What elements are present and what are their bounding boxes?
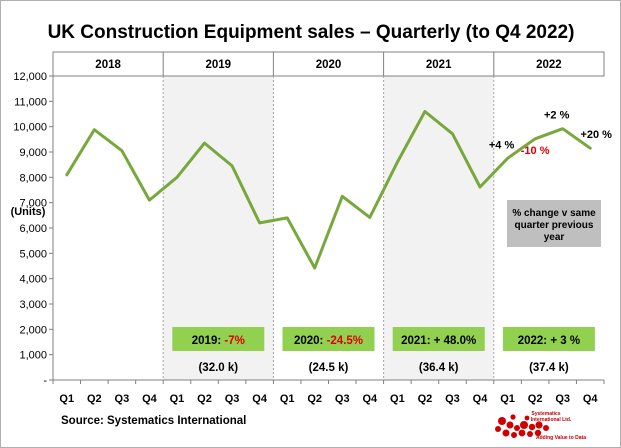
x-tick-label: Q4: [142, 393, 158, 405]
logo-dot: [514, 425, 520, 431]
logo-text: Systematics: [531, 411, 560, 417]
x-tick-label: Q4: [252, 393, 268, 405]
note-text: year: [544, 232, 565, 243]
logo-dot: [534, 429, 542, 437]
annual-total: (32.0 k): [198, 362, 238, 374]
x-tick-label: Q2: [197, 393, 212, 405]
note-box: [507, 200, 601, 247]
y-tick-label: 10,000: [13, 122, 47, 134]
annual-change-label: 2022:: [518, 335, 551, 347]
change-annotation: -10 %: [521, 145, 550, 157]
logo-text: Adding Value to Data: [536, 435, 586, 441]
chart-title: UK Construction Equipment sales – Quarte…: [48, 22, 575, 43]
x-tick-label: Q4: [362, 393, 378, 405]
y-tick-label: 7,000: [19, 198, 47, 210]
annual-change-label: 2019:: [192, 335, 225, 347]
logo-dot: [520, 421, 528, 429]
source-note: Source: Systematics International: [61, 415, 246, 427]
logo-dot: [535, 421, 543, 429]
y-tick-label: 11,000: [14, 96, 47, 108]
logo-text: International Ltd.: [531, 417, 572, 423]
x-tick-label: Q3: [225, 393, 240, 405]
annual-total: (36.4 k): [419, 362, 459, 374]
y-tick-label: 2,000: [19, 324, 47, 336]
annual-total: (24.5 k): [309, 362, 349, 374]
year-label-2021: 2021: [426, 59, 452, 71]
note-text: % change v same: [512, 208, 596, 219]
x-tick-label: Q2: [418, 393, 433, 405]
logo-dot: [528, 423, 536, 431]
annual-change-box: [282, 327, 375, 351]
y-tick-label: 5,000: [19, 248, 47, 260]
annual-change-label: 2020:: [294, 335, 327, 347]
year-header: [52, 51, 605, 77]
y-tick-label: 9,000: [19, 147, 47, 159]
x-tick-label: Q2: [87, 393, 102, 405]
change-annotation: +20 %: [580, 129, 612, 141]
annual-total: (37.4 k): [529, 362, 569, 374]
y-tick-label: 8,000: [19, 172, 47, 184]
y-tick-label: 6,000: [19, 223, 47, 235]
change-annotation: +2 %: [544, 110, 570, 122]
x-tick-label: Q1: [500, 393, 515, 405]
annual-change-label: 2021:: [401, 335, 434, 347]
year-label-2020: 2020: [316, 59, 342, 71]
annual-change-value: -7%: [224, 335, 244, 347]
x-tick-label: Q4: [473, 393, 489, 405]
logo-dot: [524, 415, 530, 421]
year-label-2018: 2018: [95, 59, 121, 71]
change-annotation: +4 %: [489, 139, 515, 151]
note-text: quarter previous: [515, 220, 594, 231]
logo-dot: [511, 432, 517, 438]
x-tick-label: Q4: [583, 393, 599, 405]
annual-change-box: [172, 327, 265, 351]
x-tick-label: Q1: [170, 393, 185, 405]
series-line: [65, 110, 592, 270]
y-tick-label: 12,000: [13, 71, 47, 83]
annual-change-box: [502, 327, 595, 351]
annual-change-value: -24.5%: [327, 335, 363, 347]
x-tick-label: Q3: [115, 393, 130, 405]
year-label-2022: 2022: [536, 59, 562, 71]
annual-change-text: 2022: + 3 %: [518, 335, 580, 347]
x-tick-label: Q2: [528, 393, 543, 405]
x-tick-label: Q1: [390, 393, 405, 405]
x-tick-label: Q1: [280, 393, 295, 405]
logo-dot: [527, 431, 533, 437]
annual-change-value: + 3 %: [550, 335, 580, 347]
logo-dot: [543, 425, 549, 431]
logo-dot: [510, 414, 516, 420]
year-label-2019: 2019: [206, 59, 232, 71]
x-tick-label: Q3: [445, 393, 460, 405]
annual-change-text: 2021: + 48.0%: [401, 335, 476, 347]
annual-change-text: 2020: -24.5%: [294, 335, 363, 347]
logo-dot: [506, 421, 514, 429]
y-tick-label: 1,000: [19, 350, 47, 362]
y-tick-label: -: [43, 375, 47, 387]
x-tick-label: Q3: [335, 393, 350, 405]
annual-change-text: 2019: -7%: [192, 335, 245, 347]
x-tick-label: Q2: [307, 393, 322, 405]
logo-dot: [502, 429, 510, 437]
annual-change-box: [392, 327, 485, 351]
y-axis-label: (Units): [11, 206, 46, 218]
x-tick-label: Q1: [59, 393, 74, 405]
y-tick-label: 4,000: [19, 274, 47, 286]
logo-dot: [495, 426, 501, 432]
annual-change-value: + 48.0%: [434, 335, 477, 347]
logo-dot: [518, 429, 526, 437]
y-tick-label: 3,000: [19, 299, 47, 311]
logo-dot: [498, 417, 506, 425]
x-tick-label: Q3: [555, 393, 570, 405]
